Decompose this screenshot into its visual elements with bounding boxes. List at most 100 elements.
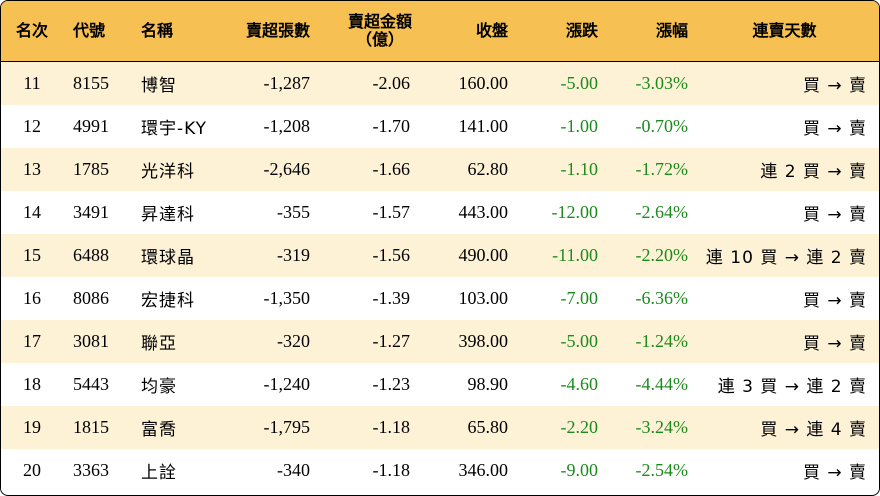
cell-change-pct: -6.36%: [600, 277, 690, 320]
cell-change: -1.00: [510, 105, 600, 148]
cell-close: 346.00: [420, 449, 510, 492]
cell-name: 均豪: [129, 363, 224, 406]
cell-code: 3363: [63, 449, 129, 492]
col-header-close[interactable]: 收盤: [420, 1, 510, 62]
cell-sell-streak: 連 2 買 → 賣: [690, 148, 879, 191]
cell-sell-streak: 買 → 賣: [690, 61, 879, 105]
cell-change-pct: -1.24%: [600, 320, 690, 363]
cell-net-sell-lots: -319: [224, 234, 320, 277]
cell-net-sell-lots: -340: [224, 449, 320, 492]
cell-name: 上詮: [129, 449, 224, 492]
col-header-code[interactable]: 代號: [63, 1, 129, 62]
table-row[interactable]: 13 1785 光洋科 -2,646 -1.66 62.80 -1.10 -1.72% 連 2 …: [1, 148, 879, 191]
cell-close: 443.00: [420, 191, 510, 234]
cell-net-sell-amount: -1.18: [320, 406, 420, 449]
cell-code: 6488: [63, 234, 129, 277]
table-row[interactable]: 14 3491 昇達科 -355 -1.57 443.00 -12.00 -2.64% 買 → …: [1, 191, 879, 234]
cell-name: 富喬: [129, 406, 224, 449]
cell-net-sell-amount: -1.66: [320, 148, 420, 191]
cell-change-pct: -2.20%: [600, 234, 690, 277]
cell-code: 8086: [63, 277, 129, 320]
cell-change: -1.10: [510, 148, 600, 191]
cell-net-sell-amount: -1.18: [320, 449, 420, 492]
cell-code: 1785: [63, 148, 129, 191]
cell-net-sell-lots: -2,646: [224, 148, 320, 191]
cell-net-sell-lots: -1,240: [224, 363, 320, 406]
cell-change: -7.00: [510, 277, 600, 320]
cell-rank: 19: [1, 406, 63, 449]
col-header-net-sell-amount[interactable]: 賣超金額 （億）: [320, 1, 420, 62]
cell-close: 65.80: [420, 406, 510, 449]
cell-code: 4991: [63, 105, 129, 148]
cell-rank: 18: [1, 363, 63, 406]
cell-change-pct: -3.03%: [600, 61, 690, 105]
cell-net-sell-lots: -1,287: [224, 61, 320, 105]
cell-close: 141.00: [420, 105, 510, 148]
cell-net-sell-lots: -1,350: [224, 277, 320, 320]
cell-net-sell-lots: -320: [224, 320, 320, 363]
cell-net-sell-lots: -355: [224, 191, 320, 234]
cell-name: 昇達科: [129, 191, 224, 234]
cell-change: -5.00: [510, 320, 600, 363]
cell-change-pct: -3.24%: [600, 406, 690, 449]
col-header-net-sell-amount-unit: （億）: [355, 30, 404, 49]
cell-change-pct: -4.44%: [600, 363, 690, 406]
cell-close: 103.00: [420, 277, 510, 320]
col-header-net-sell-lots[interactable]: 賣超張數: [224, 1, 320, 62]
cell-sell-streak: 連 3 買 → 連 2 賣: [690, 363, 879, 406]
cell-rank: 11: [1, 61, 63, 105]
cell-net-sell-amount: -1.23: [320, 363, 420, 406]
table-row[interactable]: 11 8155 博智 -1,287 -2.06 160.00 -5.00 -3.03% 買 → …: [1, 61, 879, 105]
cell-code: 5443: [63, 363, 129, 406]
cell-change-pct: -2.64%: [600, 191, 690, 234]
cell-code: 3081: [63, 320, 129, 363]
cell-net-sell-amount: -1.39: [320, 277, 420, 320]
table-row[interactable]: 15 6488 環球晶 -319 -1.56 490.00 -11.00 -2.20% 連 10…: [1, 234, 879, 277]
cell-rank: 15: [1, 234, 63, 277]
cell-sell-streak: 買 → 賣: [690, 320, 879, 363]
cell-change: -4.60: [510, 363, 600, 406]
cell-sell-streak: 買 → 賣: [690, 191, 879, 234]
cell-change: -12.00: [510, 191, 600, 234]
cell-name: 環宇-KY: [129, 105, 224, 148]
col-header-sell-streak[interactable]: 連賣天數: [690, 1, 879, 62]
table-row[interactable]: 18 5443 均豪 -1,240 -1.23 98.90 -4.60 -4.44% 連 3 買…: [1, 363, 879, 406]
table-row[interactable]: 17 3081 聯亞 -320 -1.27 398.00 -5.00 -1.24% 買 → 賣: [1, 320, 879, 363]
cell-rank: 17: [1, 320, 63, 363]
col-header-change-pct[interactable]: 漲幅: [600, 1, 690, 62]
table-row[interactable]: 19 1815 富喬 -1,795 -1.18 65.80 -2.20 -3.24% 買 → 連…: [1, 406, 879, 449]
cell-rank: 14: [1, 191, 63, 234]
cell-rank: 20: [1, 449, 63, 492]
cell-net-sell-amount: -1.27: [320, 320, 420, 363]
cell-change: -11.00: [510, 234, 600, 277]
cell-close: 62.80: [420, 148, 510, 191]
cell-net-sell-amount: -1.56: [320, 234, 420, 277]
table-row[interactable]: 20 3363 上詮 -340 -1.18 346.00 -9.00 -2.54% 買 → 賣: [1, 449, 879, 492]
col-header-rank[interactable]: 名次: [1, 1, 63, 62]
cell-net-sell-lots: -1,795: [224, 406, 320, 449]
table-body: 11 8155 博智 -1,287 -2.06 160.00 -5.00 -3.03% 買 → …: [1, 61, 879, 492]
cell-rank: 13: [1, 148, 63, 191]
cell-change-pct: -0.70%: [600, 105, 690, 148]
table-row[interactable]: 16 8086 宏捷科 -1,350 -1.39 103.00 -7.00 -6.36% 買 →…: [1, 277, 879, 320]
cell-code: 8155: [63, 61, 129, 105]
cell-close: 398.00: [420, 320, 510, 363]
cell-sell-streak: 買 → 賣: [690, 105, 879, 148]
table-row[interactable]: 12 4991 環宇-KY -1,208 -1.70 141.00 -1.00 -0.70% 買…: [1, 105, 879, 148]
col-header-change[interactable]: 漲跌: [510, 1, 600, 62]
cell-net-sell-amount: -1.70: [320, 105, 420, 148]
cell-sell-streak: 買 → 賣: [690, 277, 879, 320]
cell-sell-streak: 連 10 買 → 連 2 賣: [690, 234, 879, 277]
cell-sell-streak: 買 → 賣: [690, 449, 879, 492]
cell-close: 490.00: [420, 234, 510, 277]
table-header-row: 名次 代號 名稱 賣超張數 賣超金額 （億） 收盤 漲跌 漲幅 連賣天數: [1, 1, 879, 62]
cell-close: 98.90: [420, 363, 510, 406]
cell-net-sell-amount: -2.06: [320, 61, 420, 105]
cell-net-sell-lots: -1,208: [224, 105, 320, 148]
cell-change: -5.00: [510, 61, 600, 105]
cell-code: 3491: [63, 191, 129, 234]
cell-rank: 16: [1, 277, 63, 320]
col-header-name[interactable]: 名稱: [129, 1, 224, 62]
